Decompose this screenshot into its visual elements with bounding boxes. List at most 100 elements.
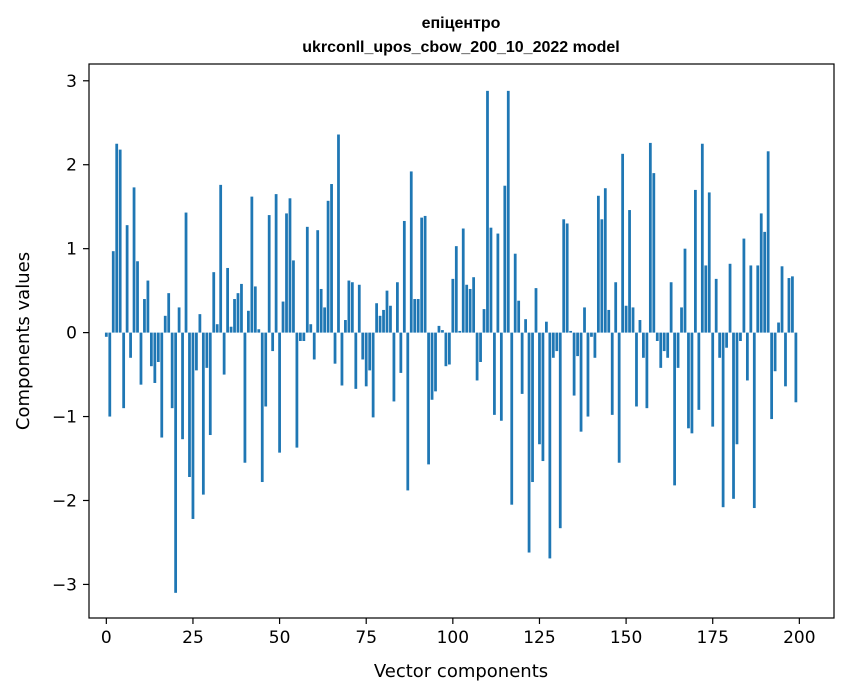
y-tick-label: 2 <box>66 156 77 176</box>
bar <box>420 217 424 333</box>
bar <box>409 171 413 333</box>
bar <box>770 332 774 420</box>
bar <box>201 332 205 495</box>
bar <box>427 332 430 465</box>
bar <box>780 266 784 333</box>
bar <box>603 188 607 333</box>
bar <box>572 332 576 396</box>
bar <box>493 332 496 415</box>
bar <box>271 332 275 352</box>
bar <box>357 284 361 333</box>
x-axis-ticks: 0 25 50 75 100 125 150 175 200 <box>101 618 816 648</box>
bar <box>593 332 597 358</box>
bar <box>773 332 777 372</box>
bar <box>590 332 593 337</box>
bar <box>791 276 794 333</box>
bar <box>108 332 112 417</box>
bar <box>340 332 344 386</box>
y-tick-label: −1 <box>52 408 77 428</box>
bar <box>243 332 247 463</box>
bar <box>631 307 635 333</box>
bar <box>399 332 403 373</box>
bar <box>458 330 462 333</box>
bar <box>143 299 146 333</box>
bar <box>659 332 663 368</box>
bar <box>652 173 656 333</box>
x-tick-label: 50 <box>269 628 291 648</box>
bar <box>229 326 233 333</box>
bar <box>444 332 448 367</box>
bar <box>759 213 763 333</box>
bar <box>666 332 670 358</box>
bar <box>583 307 586 333</box>
bar <box>683 248 687 333</box>
bar <box>638 320 642 333</box>
bar <box>319 288 323 333</box>
bar <box>475 332 479 381</box>
bar <box>264 332 268 407</box>
bar <box>548 332 552 559</box>
bar <box>396 282 399 333</box>
bar <box>555 332 559 352</box>
bar <box>596 195 600 333</box>
bar <box>434 332 437 392</box>
bar <box>565 223 569 333</box>
bar <box>136 261 139 333</box>
bar <box>680 307 683 333</box>
bar <box>628 210 631 333</box>
bar <box>489 227 493 333</box>
bar <box>763 231 767 333</box>
bar <box>732 332 735 499</box>
bar <box>669 282 673 333</box>
bar <box>389 305 392 333</box>
bar <box>676 332 680 368</box>
bar <box>610 332 614 415</box>
bar <box>253 286 257 333</box>
bar <box>510 332 514 505</box>
bar <box>673 332 676 486</box>
bar <box>222 332 226 375</box>
bar <box>624 305 628 333</box>
bar <box>416 299 420 333</box>
bar <box>149 332 153 367</box>
bar <box>579 332 583 432</box>
bar <box>292 260 295 333</box>
bar <box>208 332 212 436</box>
bar <box>534 288 538 333</box>
bar <box>177 307 181 333</box>
bar <box>260 332 264 483</box>
bar <box>617 332 621 463</box>
x-axis-label: Vector components <box>374 661 548 682</box>
bar <box>285 213 288 333</box>
bar <box>371 332 375 418</box>
bar <box>503 185 507 333</box>
bar <box>694 189 697 333</box>
bar <box>648 142 652 333</box>
bar <box>662 332 666 352</box>
bar <box>461 228 465 333</box>
bar <box>423 215 427 333</box>
bar <box>784 332 787 387</box>
bar <box>794 332 798 403</box>
bar <box>506 90 510 333</box>
bar <box>690 332 694 434</box>
bar <box>305 226 309 333</box>
bar <box>257 329 261 333</box>
bar <box>274 194 278 333</box>
bar <box>718 332 722 358</box>
bar <box>337 134 340 333</box>
bar <box>240 283 243 333</box>
x-tick-label: 200 <box>783 628 815 648</box>
bar <box>517 300 521 333</box>
bar <box>766 151 770 333</box>
bar <box>558 332 562 529</box>
bar <box>312 332 316 360</box>
bar <box>447 332 451 365</box>
bar <box>551 332 555 358</box>
bar <box>125 225 129 333</box>
bar <box>621 153 625 333</box>
bar <box>569 330 573 333</box>
bar <box>188 332 191 477</box>
bar <box>354 332 358 389</box>
